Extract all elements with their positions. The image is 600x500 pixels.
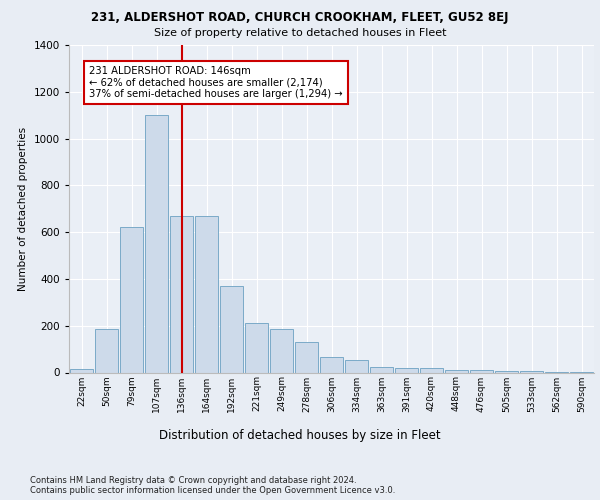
Bar: [195, 216, 218, 372]
Bar: [245, 324, 268, 372]
Text: 231, ALDERSHOT ROAD, CHURCH CROOKHAM, FLEET, GU52 8EJ: 231, ALDERSHOT ROAD, CHURCH CROOKHAM, FL…: [91, 11, 509, 24]
Bar: [295, 342, 318, 372]
Bar: [320, 358, 343, 372]
Bar: [145, 115, 168, 372]
Bar: [395, 368, 418, 372]
Bar: [270, 329, 293, 372]
Bar: [120, 228, 143, 372]
Bar: [470, 370, 493, 372]
Text: Contains HM Land Registry data © Crown copyright and database right 2024.
Contai: Contains HM Land Registry data © Crown c…: [30, 476, 395, 495]
Bar: [70, 369, 93, 372]
Bar: [370, 366, 393, 372]
Text: Distribution of detached houses by size in Fleet: Distribution of detached houses by size …: [159, 430, 441, 442]
Bar: [95, 329, 118, 372]
Bar: [420, 368, 443, 372]
Bar: [220, 286, 243, 372]
Bar: [495, 370, 518, 372]
Text: Size of property relative to detached houses in Fleet: Size of property relative to detached ho…: [154, 28, 446, 38]
Bar: [445, 370, 468, 372]
Text: 231 ALDERSHOT ROAD: 146sqm
← 62% of detached houses are smaller (2,174)
37% of s: 231 ALDERSHOT ROAD: 146sqm ← 62% of deta…: [89, 66, 343, 100]
Bar: [170, 216, 193, 372]
Bar: [345, 360, 368, 372]
Y-axis label: Number of detached properties: Number of detached properties: [18, 126, 28, 291]
